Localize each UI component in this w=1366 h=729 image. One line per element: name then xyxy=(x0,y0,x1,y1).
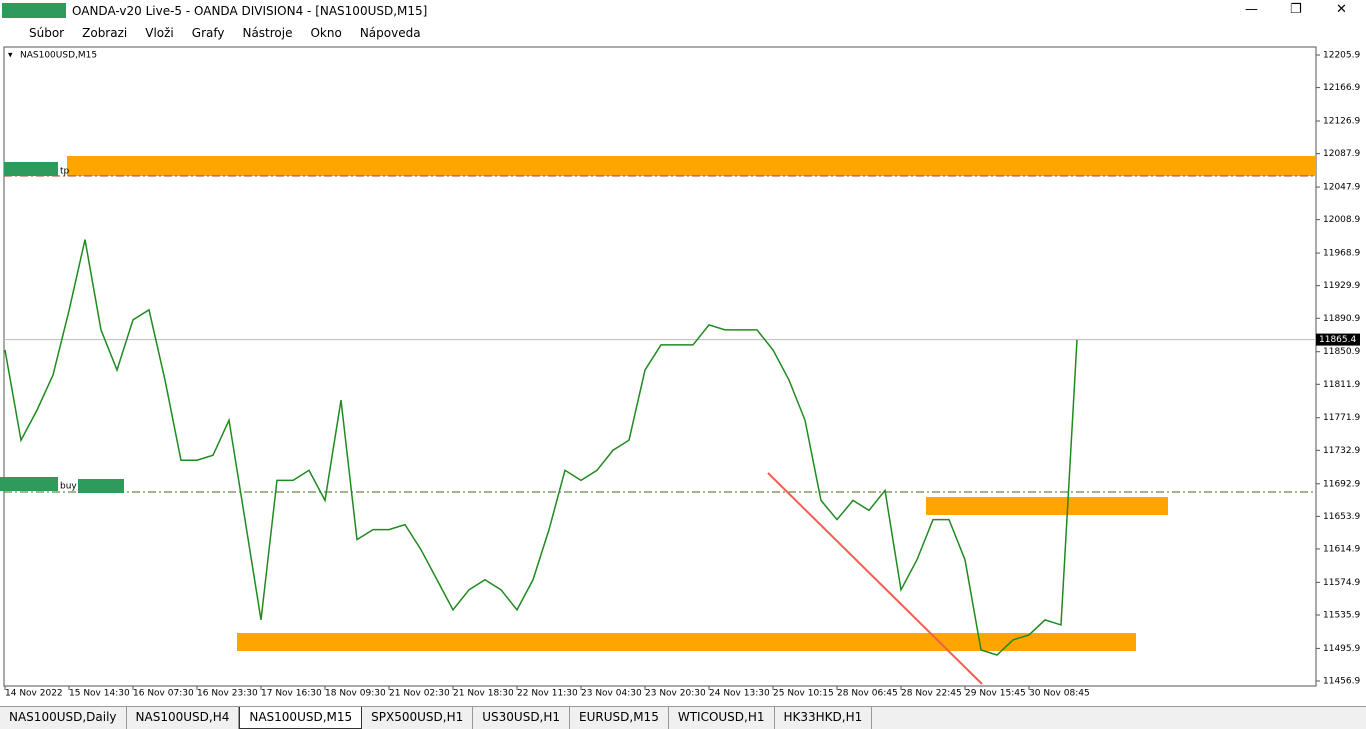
minimize-button[interactable]: — xyxy=(1245,2,1258,17)
y-tick-label: 12087.9 xyxy=(1323,149,1360,159)
chart-background xyxy=(0,44,1366,706)
window-title: OANDA-v20 Live-5 - OANDA DIVISION4 - [NA… xyxy=(72,4,428,18)
x-tick-label: 28 Nov 06:45 xyxy=(837,689,898,699)
x-tick-label: 16 Nov 07:30 xyxy=(133,689,194,699)
chart-tabs: NAS100USD,Daily NAS100USD,H4 NAS100USD,M15… xyxy=(0,706,1366,729)
y-tick-label: 11968.9 xyxy=(1323,249,1360,259)
y-tick-label: 11495.9 xyxy=(1323,644,1360,654)
x-tick-label: 25 Nov 10:15 xyxy=(773,689,834,699)
menu-icon xyxy=(0,22,20,44)
annotation: tp xyxy=(60,167,70,177)
chart-tab[interactable]: US30USD,H1 xyxy=(473,707,571,729)
chart-tab[interactable]: HK33HKD,H1 xyxy=(775,707,873,729)
x-tick-label: 21 Nov 18:30 xyxy=(453,689,514,699)
close-button[interactable]: ✕ xyxy=(1336,2,1347,17)
menu-item[interactable]: Vloži xyxy=(145,26,174,40)
x-tick-label: 22 Nov 11:30 xyxy=(517,689,578,699)
trend-line xyxy=(767,472,983,685)
maximize-button[interactable]: ❐ xyxy=(1290,2,1302,17)
y-tick-label: 11692.9 xyxy=(1323,479,1360,489)
chart-tab[interactable]: SPX500USD,H1 xyxy=(362,707,474,729)
x-tick-label: 23 Nov 04:30 xyxy=(581,689,642,699)
y-tick-label: 11456.9 xyxy=(1323,677,1360,687)
x-tick-label: 23 Nov 20:30 xyxy=(645,689,706,699)
x-tick-label: 24 Nov 13:30 xyxy=(709,689,770,699)
chart-tab[interactable]: EURUSD,M15 xyxy=(570,707,669,729)
current-price-box xyxy=(1316,333,1360,346)
chart-tab[interactable]: WTICOUSD,H1 xyxy=(669,707,775,729)
current-price-label: 11865.4 xyxy=(1319,335,1356,345)
menu-bar: Súbor Zobrazi Vloži Grafy Nástroje Okno Nápove… xyxy=(0,22,1366,44)
y-tick-label: 11653.9 xyxy=(1323,512,1360,522)
chart-tab[interactable]: NAS100USD,Daily xyxy=(0,707,127,729)
app-icon xyxy=(2,3,66,18)
chart-menu-arrow[interactable]: ▾ xyxy=(8,51,13,61)
y-tick-label: 12205.9 xyxy=(1323,51,1360,61)
menu-item[interactable]: Grafy xyxy=(191,26,225,40)
y-tick-label: 12166.9 xyxy=(1323,83,1360,93)
menu-item[interactable]: Zobrazi xyxy=(82,26,128,40)
chart-tab[interactable]: NAS100USD,H4 xyxy=(127,707,240,729)
y-tick-label: 11850.9 xyxy=(1323,347,1360,357)
y-tick-label: 11614.9 xyxy=(1323,544,1360,554)
zone xyxy=(926,497,1168,515)
y-tick-label: 11535.9 xyxy=(1323,610,1360,620)
y-tick-label: 11890.9 xyxy=(1323,314,1360,324)
menu-item[interactable]: Nápoveda xyxy=(359,26,421,40)
price-line xyxy=(4,239,1078,656)
chart: tp buy NAS100USD,M15 ▾ 11456.9 11495.9 115… xyxy=(0,44,1366,706)
menu-item[interactable]: Nástroje xyxy=(242,26,293,40)
chart-tab[interactable]: NAS100USD,M15 xyxy=(239,707,363,729)
x-tick-label: 29 Nov 15:45 xyxy=(965,689,1026,699)
x-tick-label: 15 Nov 14:30 xyxy=(69,689,130,699)
label-background xyxy=(78,479,124,493)
y-tick-label: 12047.9 xyxy=(1323,183,1360,193)
label-background xyxy=(0,477,58,491)
y-tick-label: 12008.9 xyxy=(1323,215,1360,225)
annotation: buy xyxy=(60,482,77,492)
menu-item[interactable]: Okno xyxy=(310,26,342,40)
x-tick-label: 30 Nov 08:45 xyxy=(1029,689,1090,699)
plot-border xyxy=(3,46,1317,687)
y-tick-label: 11929.9 xyxy=(1323,281,1360,291)
chart-title: NAS100USD,M15 xyxy=(20,51,97,61)
label-background xyxy=(4,162,58,176)
x-tick-label: 28 Nov 22:45 xyxy=(901,689,962,699)
y-tick-label: 12126.9 xyxy=(1323,117,1360,127)
y-tick-label: 11811.9 xyxy=(1323,380,1360,390)
zone xyxy=(67,156,1316,176)
x-tick-label: 16 Nov 23:30 xyxy=(197,689,258,699)
y-tick-label: 11771.9 xyxy=(1323,413,1360,423)
x-tick-label: 14 Nov 2022 xyxy=(5,689,63,699)
x-tick-label: 21 Nov 02:30 xyxy=(389,689,450,699)
x-tick-label: 17 Nov 16:30 xyxy=(261,689,322,699)
x-tick-label: 18 Nov 09:30 xyxy=(325,689,386,699)
y-tick-label: 11732.9 xyxy=(1323,446,1360,456)
zone xyxy=(237,633,1136,651)
menu-item[interactable]: Súbor xyxy=(29,26,65,40)
title-bar: OANDA-v20 Live-5 - OANDA DIVISION4 - [NA… xyxy=(0,0,1366,22)
y-tick-label: 11574.9 xyxy=(1323,578,1360,588)
